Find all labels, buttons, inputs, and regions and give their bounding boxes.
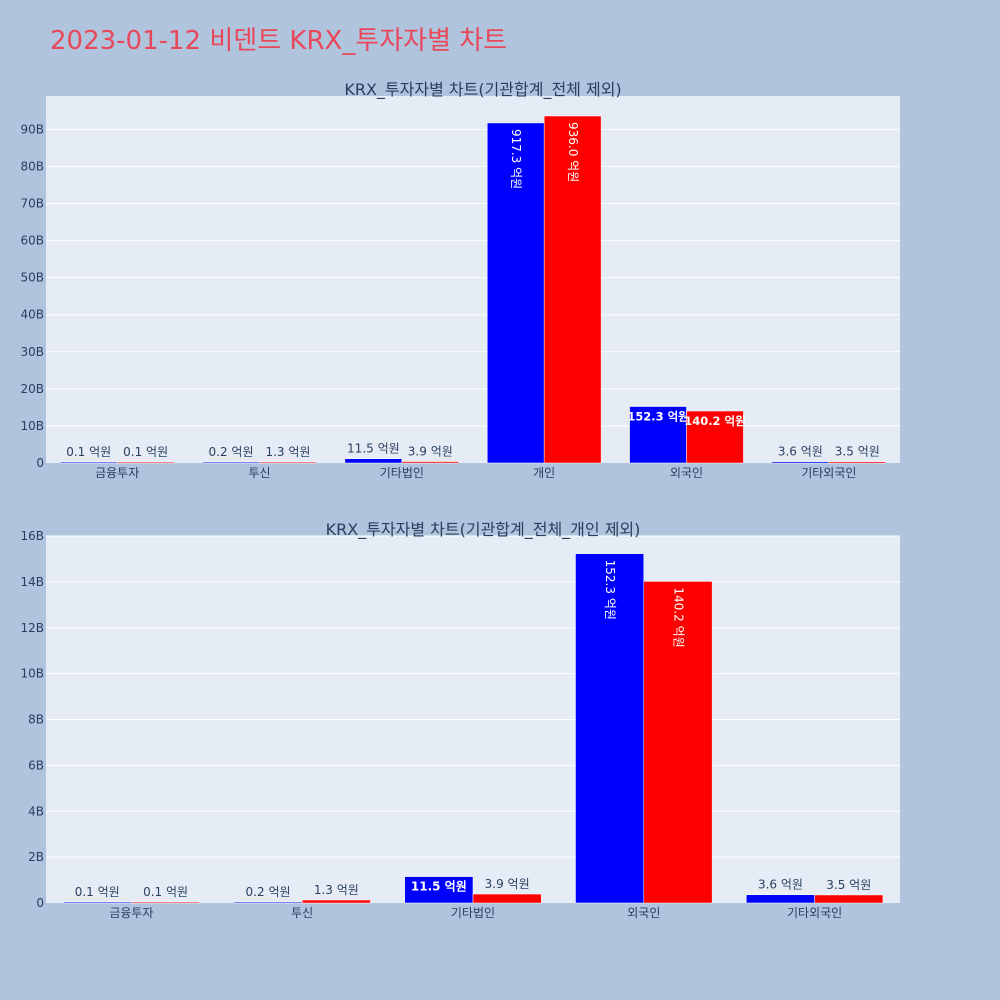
x-tick-label: 금융투자	[95, 466, 139, 480]
bar	[746, 894, 815, 904]
y-tick-label: 20B	[20, 382, 44, 396]
y-tick-label: 14B	[20, 575, 44, 589]
data-label: 140.2 억원	[671, 587, 685, 647]
y-tick-label: 10B	[20, 667, 44, 681]
bar	[543, 115, 602, 464]
chart-2: 0 2B 4B 6B 8B 10B 12B 14B 16B KRX_투자자별 차트(기관합계_전체…	[20, 520, 900, 920]
plot-area	[46, 96, 900, 463]
bar	[814, 894, 884, 904]
x-tick-label: 투신	[291, 906, 313, 920]
y-tick-label: 16B	[20, 529, 44, 543]
x-tick-label: 기타외국인	[787, 906, 842, 920]
bar	[233, 901, 303, 904]
chart-title: KRX_투자자별 차트(기관합계_전체 제외)	[344, 80, 621, 100]
y-tick-label: 70B	[20, 197, 44, 211]
bar	[131, 901, 200, 904]
y-tick-label: 6B	[28, 758, 44, 772]
x-tick-label: 외국인	[627, 906, 660, 920]
y-tick-label: 30B	[20, 345, 44, 359]
data-label: 936.0 억원	[566, 122, 580, 182]
data-label: 0.1 억원	[123, 445, 168, 459]
bar	[116, 461, 175, 464]
y-tick-label: 60B	[20, 234, 44, 248]
bar	[259, 461, 317, 464]
y-tick-label: 12B	[20, 621, 44, 635]
data-label: 3.6 억원	[758, 878, 803, 892]
bar	[643, 581, 713, 904]
data-label: 3.6 억원	[778, 445, 823, 459]
bar	[575, 553, 645, 904]
data-label: 11.5 억원	[411, 880, 467, 894]
y-tick-label: 40B	[20, 308, 44, 322]
bar	[828, 461, 887, 464]
data-label: 152.3 억원	[603, 560, 617, 620]
data-label: 1.3 억원	[265, 445, 310, 459]
bar	[771, 461, 830, 464]
data-label: 0.1 억원	[75, 885, 120, 899]
data-label: 3.9 억원	[408, 445, 453, 459]
bar	[301, 899, 371, 904]
bar	[401, 461, 460, 464]
charts: 0 10B 20B 30B 40B 50B 60B 70B 80B 90B KRX_투자자별 차트(…	[20, 80, 900, 920]
data-label: 917.3 억원	[509, 129, 523, 189]
x-tick-label: 외국인	[670, 466, 703, 480]
y-tick-label: 50B	[20, 271, 44, 285]
bar	[629, 406, 687, 464]
bar	[202, 461, 260, 464]
x-tick-label: 기타법인	[451, 906, 495, 920]
y-tick-label: 2B	[28, 850, 44, 864]
y-tick-label: 80B	[20, 159, 44, 173]
y-tick-label: 90B	[20, 122, 44, 136]
x-tick-label: 개인	[533, 466, 555, 480]
bar	[344, 458, 403, 464]
y-tick-label: 0	[36, 456, 44, 470]
bar	[62, 901, 132, 904]
data-label: 11.5 억원	[347, 442, 400, 456]
bar	[404, 876, 474, 904]
data-label: 0.1 억원	[143, 885, 188, 899]
x-tick-label: 기타법인	[380, 466, 424, 480]
bar	[59, 461, 118, 464]
y-tick-label: 10B	[20, 419, 44, 433]
data-label: 3.5 억원	[826, 878, 871, 892]
data-label: 140.2 억원	[684, 414, 745, 428]
data-label: 3.9 억원	[485, 877, 530, 891]
y-tick-label: 0	[36, 896, 44, 910]
page-title: 2023-01-12 비덴트 KRX_투자자별 차트	[50, 26, 507, 56]
x-tick-label: 투신	[248, 466, 270, 480]
data-label: 1.3 억원	[314, 883, 359, 897]
data-label: 0.2 억원	[246, 885, 291, 899]
chart-1: 0 10B 20B 30B 40B 50B 60B 70B 80B 90B KRX_투자자별 차트(…	[20, 80, 900, 480]
x-tick-label: 금융투자	[109, 906, 153, 920]
chart-title: KRX_투자자별 차트(기관합계_전체_개인 제외)	[326, 520, 641, 540]
bar	[472, 893, 542, 904]
y-tick-label: 8B	[28, 713, 44, 727]
y-tick-label: 4B	[28, 804, 44, 818]
bar	[686, 410, 744, 464]
data-label: 152.3 억원	[627, 410, 688, 424]
data-label: 3.5 억원	[835, 445, 880, 459]
x-tick-label: 기타외국인	[801, 466, 856, 480]
data-label: 0.2 억원	[209, 445, 254, 459]
data-label: 0.1 억원	[66, 445, 111, 459]
